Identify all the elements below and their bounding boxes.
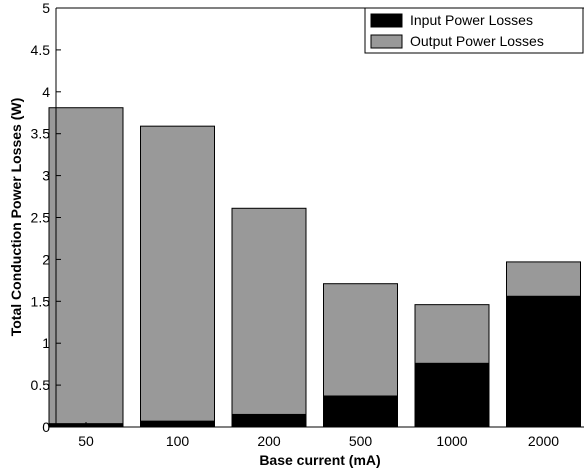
bar-input-2000 <box>506 295 581 428</box>
y-tick-label: 1.5 <box>31 293 51 309</box>
legend-label-output: Output Power Losses <box>410 33 544 49</box>
legend: Input Power Losses Output Power Losses <box>364 7 584 54</box>
x-tick-label: 2000 <box>528 433 559 449</box>
y-tick-label: 0.5 <box>31 377 51 393</box>
legend-swatch-input <box>370 13 403 28</box>
y-tick-label: 3.5 <box>31 126 51 142</box>
bars-group <box>48 107 581 428</box>
bar-input-500 <box>323 395 398 428</box>
plot-area <box>56 8 584 427</box>
y-tick-label: 3 <box>42 168 50 184</box>
y-ticks-group: 0 0.5 1 1.5 2 2.5 3 3.5 4 4.5 5 <box>31 0 61 435</box>
bar-output-100 <box>140 125 215 422</box>
y-tick-label: 0 <box>42 419 50 435</box>
y-tick-label: 2.5 <box>31 210 51 226</box>
bar-output-50 <box>48 107 124 425</box>
x-tick-label: 100 <box>166 433 190 449</box>
x-tick-label: 500 <box>349 433 373 449</box>
y-axis-title: Total Conduction Power Losses (W) <box>8 98 24 337</box>
y-tick-label: 4 <box>42 84 50 100</box>
bar-input-1000 <box>414 362 490 428</box>
x-ticks-group: 50 100 200 500 1000 2000 <box>78 422 559 449</box>
x-tick-label: 200 <box>257 433 281 449</box>
bar-output-1000 <box>414 304 490 364</box>
x-tick-label: 1000 <box>436 433 467 449</box>
y-tick-label: 4.5 <box>31 42 51 58</box>
x-axis-title: Base current (mA) <box>259 452 380 468</box>
legend-label-input: Input Power Losses <box>410 12 533 28</box>
bar-output-2000 <box>506 261 581 297</box>
legend-swatch-output <box>370 34 403 49</box>
bar-output-200 <box>231 207 307 415</box>
y-tick-label: 1 <box>42 335 50 351</box>
x-tick-label: 50 <box>78 433 94 449</box>
y-tick-label: 2 <box>42 251 50 267</box>
bar-output-500 <box>323 283 398 397</box>
y-tick-label: 5 <box>42 0 50 16</box>
